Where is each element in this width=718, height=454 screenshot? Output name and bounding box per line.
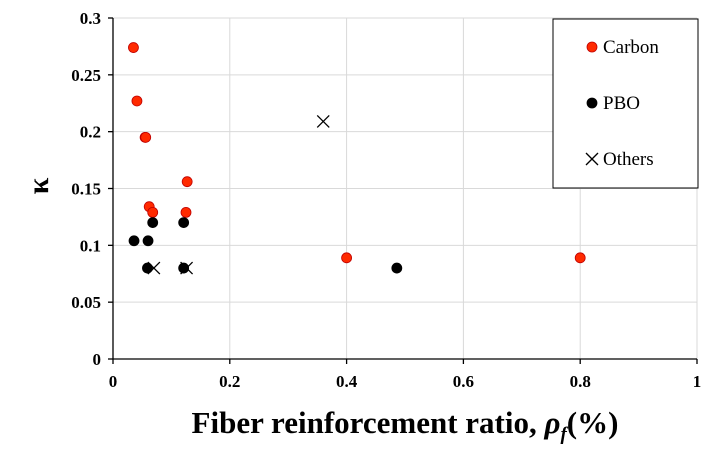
x-axis-label-symbol: ρ [543, 405, 560, 440]
y-tick-label: 0.1 [80, 236, 101, 255]
carbon-point [180, 206, 192, 218]
axes [108, 17, 698, 364]
y-axis-label: κ [22, 177, 55, 194]
legend: Carbon PBO Others [552, 18, 699, 189]
pbo-point [391, 262, 403, 274]
x-axis-label: Fiber reinforcement ratio, ρf(%) [192, 405, 619, 445]
carbon-point [128, 42, 139, 53]
x-tick-label: 0 [109, 372, 118, 391]
y-tick-label: 0.3 [80, 9, 101, 28]
legend-label-carbon: Carbon [603, 37, 659, 58]
carbon-point [147, 206, 159, 218]
x-tick-label: 0.2 [219, 372, 240, 391]
y-tick-label: 0.15 [71, 180, 101, 199]
pbo-point [178, 217, 190, 229]
pbo-point [178, 262, 190, 274]
x-tick-label: 1 [693, 372, 702, 391]
carbon-point [341, 252, 353, 264]
carbon-point [131, 95, 143, 107]
x-tick-label: 0.4 [336, 372, 358, 391]
x-axis-label-unit: (%) [567, 405, 619, 440]
carbon-point [181, 176, 193, 188]
y-tick-label: 0 [93, 350, 102, 369]
pbo-point [142, 235, 154, 247]
y-tick-label: 0.2 [80, 123, 101, 142]
x-axis-label-text: Fiber reinforcement ratio, [192, 405, 545, 440]
y-tick-label: 0.05 [71, 293, 101, 312]
x-axis-label-subscript: f [560, 424, 568, 445]
legend-box [552, 18, 699, 189]
others-point [316, 114, 330, 128]
x-tick-label: 0.6 [453, 372, 474, 391]
y-tick-label: 0.25 [71, 66, 101, 85]
pbo-point [142, 262, 153, 274]
carbon-point [574, 252, 586, 264]
data-points [128, 42, 586, 275]
x-marker-stroke [180, 261, 194, 275]
legend-marker-carbon [586, 41, 598, 53]
x-tick-label: 0.8 [570, 372, 591, 391]
pbo-point [147, 217, 159, 229]
carbon-point [140, 131, 152, 143]
pbo-point [128, 235, 140, 247]
others-point [147, 261, 161, 275]
x-marker-stroke [147, 261, 161, 275]
others-point [180, 261, 194, 275]
legend-label-others: Others [603, 149, 654, 170]
legend-label-pbo: PBO [603, 93, 640, 114]
x-marker-stroke [585, 152, 599, 166]
x-marker-stroke [316, 114, 330, 128]
legend-marker-others [585, 152, 599, 166]
tick-labels: 0 0.2 0.4 0.6 0.8 1 0 0.05 0.1 0.15 0.2 0.25 0.3 [71, 9, 701, 391]
legend-marker-pbo [586, 97, 598, 109]
